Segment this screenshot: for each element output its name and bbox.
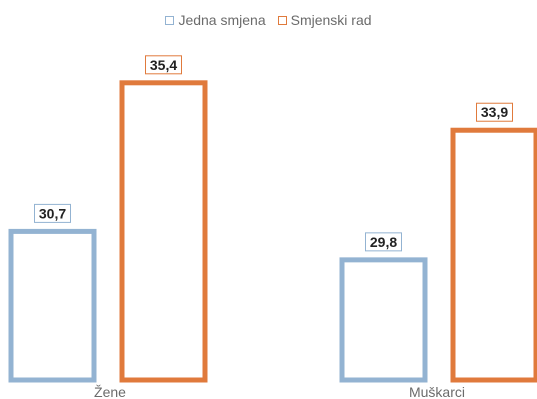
data-label-2-1: 35,4 — [150, 57, 177, 73]
data-label-box-1-1 — [34, 203, 71, 223]
x-tick-label-2: Muškarci — [409, 384, 465, 399]
bar-2-2 — [450, 127, 537, 383]
data-label-1-1: 30,7 — [39, 205, 66, 221]
bar-2-1 — [119, 80, 208, 383]
legend-label-series-1: Jedna smjena — [178, 12, 266, 28]
data-label-box-1-2 — [365, 232, 402, 252]
legend-swatch-series-1 — [165, 15, 175, 25]
x-tick-label-1: Žene — [94, 384, 126, 399]
legend-label-series-2: Smjenski rad — [290, 12, 372, 28]
chart-legend: Jedna smjena Smjenski rad — [0, 10, 537, 30]
legend-item-series-2[interactable]: Smjenski rad — [277, 12, 372, 28]
data-label-2-2: 33,9 — [481, 104, 508, 120]
legend-item-series-1[interactable]: Jedna smjena — [165, 12, 266, 28]
legend-swatch-series-2 — [277, 15, 287, 25]
bar-1-1 — [8, 228, 97, 383]
data-label-box-2-1 — [145, 55, 182, 75]
data-label-1-2: 29,8 — [370, 234, 397, 250]
bar-1-2 — [339, 257, 428, 383]
data-label-box-2-2 — [476, 102, 513, 122]
